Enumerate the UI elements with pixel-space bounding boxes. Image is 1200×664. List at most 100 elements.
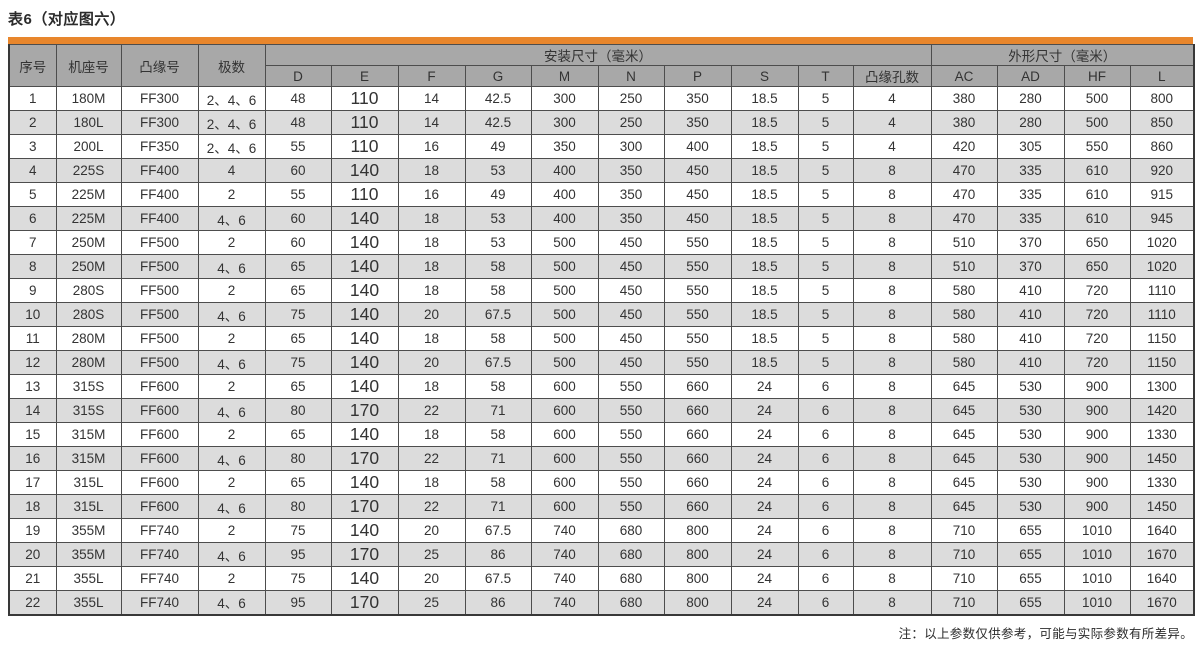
- table-cell: 18.5: [730, 110, 799, 135]
- table-cell: 580: [930, 326, 998, 351]
- table-cell: 500: [1063, 86, 1131, 111]
- table-title: 表6（对应图六）: [8, 11, 126, 28]
- table-cell: 600: [530, 422, 599, 447]
- table-cell: 900: [1063, 422, 1131, 447]
- table-cell: 740: [530, 518, 599, 543]
- table-cell: 655: [996, 566, 1065, 591]
- header-frame: 机座号: [55, 44, 122, 87]
- table-cell: 600: [530, 398, 599, 423]
- table-cell: 5: [797, 158, 854, 183]
- table-cell: 110: [330, 134, 399, 159]
- table-cell: 170: [330, 398, 399, 423]
- table-cell: 1150: [1129, 326, 1195, 351]
- table-cell: 67.5: [464, 302, 532, 327]
- table-cell: 680: [597, 566, 665, 591]
- table-cell: 8: [852, 398, 932, 423]
- table-cell: 24: [730, 494, 799, 519]
- table-cell: 420: [930, 134, 998, 159]
- table-row: 22 355L FF740 4、6 95 170 25 86 740 680 800 24 6 8 710 6…: [8, 590, 1195, 615]
- table-cell: 710: [930, 542, 998, 567]
- table-row: 8 250M FF500 4、6 65 140 18 58 500 450 550 18.5 5 8 510…: [8, 254, 1195, 279]
- table-cell: 140: [330, 374, 399, 399]
- table-cell: 900: [1063, 494, 1131, 519]
- table-cell: 550: [663, 302, 732, 327]
- table-cell: 450: [597, 230, 665, 255]
- table-cell: 4、6: [197, 590, 266, 615]
- table-cell: 720: [1063, 302, 1131, 327]
- table-cell: 22: [397, 398, 466, 423]
- table-cell: 6: [797, 518, 854, 543]
- table-cell: 2: [197, 326, 266, 351]
- table-cell: 660: [663, 470, 732, 495]
- table-cell: 95: [264, 590, 332, 615]
- table-cell: 53: [464, 206, 532, 231]
- table-cell: 580: [930, 350, 998, 375]
- table-cell: 24: [730, 518, 799, 543]
- table-cell: 170: [330, 494, 399, 519]
- table-cell: 20: [397, 518, 466, 543]
- table-cell: 530: [996, 494, 1065, 519]
- spec-table: 序号 机座号 凸缘号 极数 安装尺寸（毫米） 外形尺寸（毫米） D E F G …: [8, 44, 1196, 616]
- table-cell: 8: [852, 326, 932, 351]
- table-cell: 900: [1063, 398, 1131, 423]
- table-cell: 5: [797, 326, 854, 351]
- table-cell: 4、6: [197, 542, 266, 567]
- table-cell: 140: [330, 518, 399, 543]
- table-cell: 8: [852, 590, 932, 615]
- table-cell: 180L: [55, 110, 122, 135]
- table-cell: 8: [852, 302, 932, 327]
- table-cell: 660: [663, 446, 732, 471]
- table-cell: 58: [464, 470, 532, 495]
- table-cell: 315M: [55, 422, 122, 447]
- table-cell: 300: [530, 110, 599, 135]
- table-cell: 71: [464, 398, 532, 423]
- table-cell: 655: [996, 518, 1065, 543]
- table-cell: 2: [197, 518, 266, 543]
- table-cell: 305: [996, 134, 1065, 159]
- table-cell: 18.5: [730, 86, 799, 111]
- table-cell: 5: [797, 230, 854, 255]
- header-d: D: [264, 65, 332, 87]
- table-cell: 14: [397, 86, 466, 111]
- table-cell: 800: [663, 542, 732, 567]
- table-cell: 650: [1063, 254, 1131, 279]
- table-cell: 86: [464, 590, 532, 615]
- table-cell: 8: [852, 470, 932, 495]
- table-cell: 250M: [55, 230, 122, 255]
- header-f: F: [397, 65, 466, 87]
- table-cell: 20: [397, 302, 466, 327]
- table-cell: 16: [397, 134, 466, 159]
- table-cell: 6: [8, 206, 57, 231]
- table-cell: 450: [597, 254, 665, 279]
- table-cell: 6: [797, 590, 854, 615]
- table-cell: 110: [330, 182, 399, 207]
- table-cell: 67.5: [464, 518, 532, 543]
- table-cell: 110: [330, 110, 399, 135]
- table-cell: 24: [730, 398, 799, 423]
- table-cell: 140: [330, 566, 399, 591]
- table-cell: FF400: [120, 182, 199, 207]
- table-cell: 6: [797, 542, 854, 567]
- table-cell: 2、4、6: [197, 110, 266, 135]
- table-cell: 8: [852, 566, 932, 591]
- table-cell: 6: [797, 446, 854, 471]
- table-cell: 1: [8, 86, 57, 111]
- header-poles: 极数: [197, 44, 266, 87]
- table-cell: 49: [464, 134, 532, 159]
- table-cell: 4、6: [197, 350, 266, 375]
- table-cell: 7: [8, 230, 57, 255]
- table-row: 16 315M FF600 4、6 80 170 22 71 600 550 660 24 6 8 645 5…: [8, 446, 1195, 471]
- table-cell: 680: [597, 542, 665, 567]
- table-cell: FF600: [120, 470, 199, 495]
- table-cell: 580: [930, 278, 998, 303]
- table-cell: 315M: [55, 446, 122, 471]
- table-cell: 280: [996, 110, 1065, 135]
- table-cell: 60: [264, 206, 332, 231]
- table-cell: 65: [264, 254, 332, 279]
- table-cell: 900: [1063, 470, 1131, 495]
- table-cell: FF500: [120, 230, 199, 255]
- table-cell: 6: [797, 494, 854, 519]
- header-ad: AD: [996, 65, 1065, 87]
- table-cell: 75: [264, 302, 332, 327]
- table-cell: 300: [530, 86, 599, 111]
